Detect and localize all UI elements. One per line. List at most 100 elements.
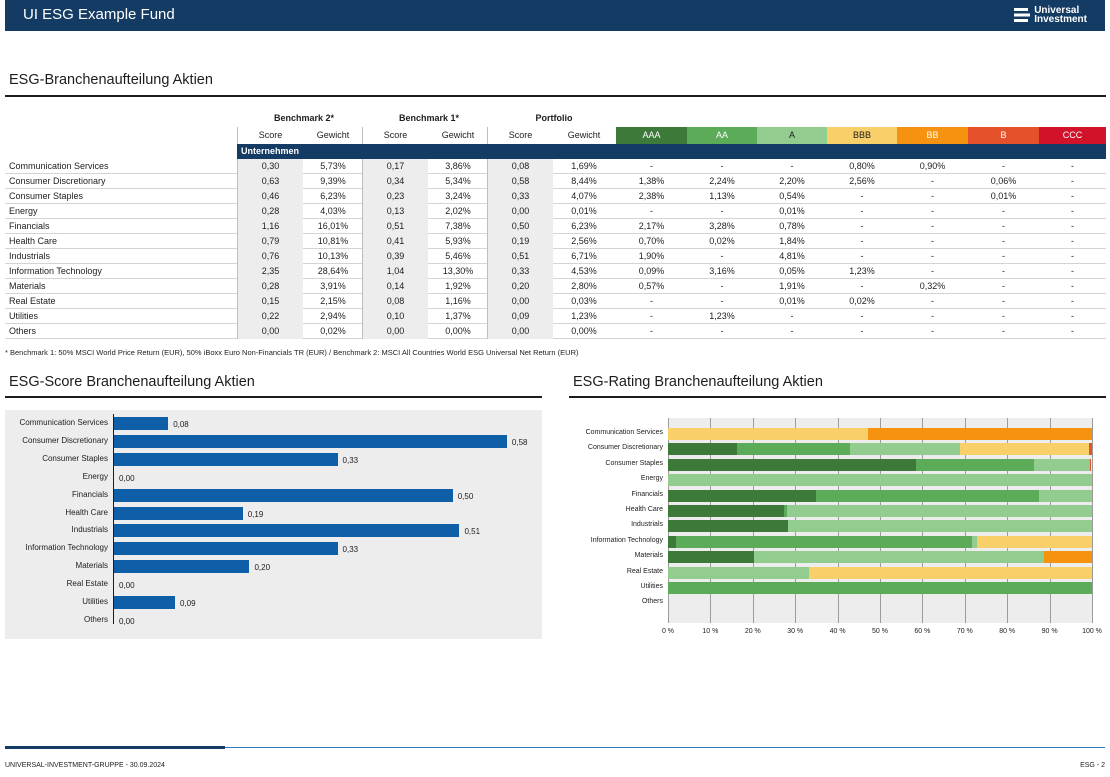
table-cell: - — [1002, 206, 1005, 216]
table-cell: - — [1071, 191, 1074, 201]
table-cell: 0,79 — [237, 234, 303, 249]
rating-header-b: B — [968, 127, 1039, 144]
row-sector-name: Communication Services — [9, 161, 109, 171]
row-sector-name: Materials — [9, 281, 46, 291]
rating-category-label: Financials — [631, 490, 663, 498]
table-cell: - — [1071, 206, 1074, 216]
rating-x-tick: 0 % — [661, 628, 675, 635]
rating-segment-b — [1088, 443, 1092, 456]
row-sector-name: Utilities — [9, 311, 39, 321]
table-row: Industrials 0,76 10,13% 0,39 5,46% 0,51 6,71% 1… — [5, 249, 1106, 264]
table-row: Communication Services 0,30 5,73% 0,17 3,86%… — [5, 159, 1106, 174]
table-cell: - — [790, 161, 794, 171]
table-cell: - — [650, 311, 653, 321]
table-cell: 0,70% — [638, 236, 665, 246]
col-header-score: Score — [487, 127, 553, 144]
table-cell: 0,09 — [487, 309, 553, 324]
table-cell: 0,32% — [919, 281, 946, 291]
table-cell: - — [1002, 251, 1005, 261]
rating-segment-aa — [737, 443, 850, 456]
score-bar — [114, 524, 460, 538]
table-cell: 0,00 — [237, 324, 303, 339]
rating-category-label: Health Care — [625, 506, 663, 513]
table-cell: - — [1071, 251, 1074, 261]
row-sector-name: Financials — [9, 221, 50, 231]
table-header-row: Score Gewicht Score Gewicht Score Gewicht AAA A… — [5, 127, 1106, 144]
table-cell: 0,08 — [487, 159, 553, 174]
rating-segment-aaa — [668, 551, 755, 564]
table-cell: 0,41 — [362, 234, 428, 249]
table-cell: 16,01% — [317, 221, 349, 231]
table-cell: 0,15 — [237, 294, 303, 309]
rating-chart-title: ESG-Rating Branchenaufteilung Aktien — [573, 374, 823, 390]
rating-x-tick: 10 % — [702, 628, 719, 635]
rating-x-tick: 80 % — [999, 628, 1016, 635]
score-value-label: 0,51 — [464, 527, 481, 537]
table-body: Communication Services 0,30 5,73% 0,17 3,86%… — [5, 159, 1106, 339]
table-row: Consumer Discretionary 0,63 9,39% 0,34 5,34%… — [5, 174, 1106, 189]
table-cell: - — [720, 296, 724, 306]
rating-segment-aa — [915, 458, 1034, 471]
row-sector-name: Information Technology — [9, 266, 102, 276]
table-cell: - — [1071, 221, 1074, 231]
table-cell: 0,02% — [709, 236, 735, 246]
table-cell: 0,50 — [487, 219, 553, 234]
table-cell: - — [931, 206, 934, 216]
table-cell: 0,01% — [779, 206, 805, 216]
rating-segment-aaa — [668, 489, 816, 502]
table-cell: 0,01% — [990, 191, 1017, 201]
section-label-unternehmen: Unternehmen — [237, 144, 1106, 159]
row-sector-name: Energy — [9, 206, 38, 216]
table-cell: - — [1071, 296, 1074, 306]
table-row: Others 0,00 0,02% 0,00 0,00% 0,00 0,00% - - - - - - - — [5, 324, 1106, 339]
score-bar — [114, 452, 338, 466]
rating-segment-aa — [676, 535, 973, 548]
table-cell: 3,16% — [709, 266, 735, 276]
rating-segment-aaa — [668, 520, 789, 533]
footer-page-number: ESG - 2 — [1080, 762, 1105, 769]
table-cell: - — [931, 176, 934, 186]
fund-title: UI ESG Example Fund — [23, 6, 175, 23]
table-cell: 2,02% — [445, 206, 471, 216]
table-cell: 0,90% — [919, 161, 946, 171]
table-cell: 0,39 — [362, 249, 428, 264]
score-category-label: Communication Services — [19, 418, 108, 427]
rating-category-label: Consumer Discretionary — [587, 444, 663, 452]
score-category-label: Industrials — [71, 525, 108, 535]
table-row: Health Care 0,79 10,81% 0,41 5,93% 0,19 2,56% 0… — [5, 234, 1106, 249]
table-row: Information Technology 2,35 28,64% 1,04 13,3… — [5, 264, 1106, 279]
rating-segment-aa — [668, 582, 1092, 594]
table-cell: - — [1071, 326, 1074, 336]
table-cell: 1,38% — [638, 176, 665, 186]
score-chart-rule — [5, 396, 542, 398]
table-cell: 1,91% — [779, 281, 805, 291]
table-cell: 7,38% — [445, 221, 471, 231]
table-cell: - — [931, 266, 934, 276]
row-sector-name: Consumer Staples — [9, 191, 84, 201]
rating-gridline — [1092, 418, 1093, 623]
table-cell: 6,23% — [571, 221, 597, 231]
rating-x-tick: 70 % — [956, 628, 973, 635]
table-row: Energy 0,28 4,03% 0,13 2,02% 0,00 0,01% - - 0,01%… — [5, 204, 1106, 219]
table-cell: 0,57% — [638, 281, 665, 291]
rating-x-tick: 20 % — [744, 628, 761, 635]
table-cell: - — [931, 251, 934, 261]
table-cell: 2,80% — [571, 281, 597, 291]
rating-segment-bbb — [960, 443, 1089, 456]
table-row: Materials 0,28 3,91% 0,14 1,92% 0,20 2,80% 0,57… — [5, 279, 1106, 294]
rating-category-label: Real Estate — [626, 567, 663, 575]
table-cell: 0,30 — [237, 159, 303, 174]
table-cell: 1,23% — [849, 266, 875, 276]
col-header-gewicht: Gewicht — [567, 130, 601, 140]
rating-x-tick: 60 % — [914, 628, 931, 635]
score-chart-title: ESG-Score Branchenaufteilung Aktien — [9, 374, 255, 390]
col-header-gewicht: Gewicht — [441, 130, 475, 140]
table-cell: 8,44% — [571, 176, 597, 186]
logo-icon — [1014, 8, 1031, 22]
rating-segment-a — [1033, 458, 1090, 471]
score-value-label: 0,58 — [511, 437, 528, 447]
footer-company-date: UNIVERSAL-INVESTMENT-GRUPPE - 30.09.2024 — [5, 762, 165, 769]
table-cell: 1,84% — [779, 236, 805, 246]
table-cell: 0,22 — [237, 309, 303, 324]
table-cell: 0,00% — [571, 326, 597, 336]
